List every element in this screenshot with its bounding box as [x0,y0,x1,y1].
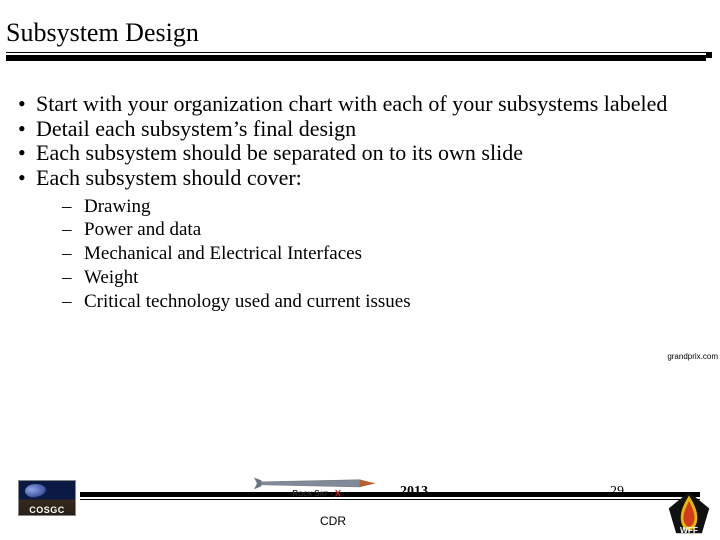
bullet-item: Start with your organization chart with … [10,92,710,117]
bullet-item: Each subsystem should be separated on to… [10,141,710,166]
footer-label: CDR [320,514,346,528]
dash-item: Drawing [62,195,710,219]
slide: Subsystem Design Start with your organiz… [0,0,720,540]
title-rule-cap [706,52,712,58]
cosgc-logo: COSGC [18,480,76,516]
rocksat-logo: R OCK S AT - X [248,476,398,498]
svg-text:R: R [292,489,298,498]
footer-rule-thin [80,499,700,500]
svg-text:-: - [330,489,333,498]
dash-item: Mechanical and Electrical Interfaces [62,242,710,266]
cosgc-label: COSGC [29,505,65,515]
title-rule [6,52,706,61]
wff-label: WFF [680,526,698,535]
page-number: 29 [610,484,624,500]
slide-body: Start with your organization chart with … [10,92,710,313]
dash-text: Weight [84,267,138,288]
dash-text: Critical technology used and current iss… [84,291,411,312]
title-rule-thick [6,55,706,61]
bullet-text: Start with your organization chart with … [36,91,667,116]
dash-item: Power and data [62,218,710,242]
dash-text: Drawing [84,196,150,217]
bullet-text: Each subsystem should be separated on to… [36,140,523,165]
svg-text:X: X [335,489,342,498]
dash-item: Weight [62,266,710,290]
slide-title: Subsystem Design [6,18,199,48]
bullet-text: Detail each subsystem’s final design [36,116,356,141]
bullet-item: Each subsystem should cover: [10,166,710,191]
bullet-item: Detail each subsystem’s final design [10,117,710,142]
bullet-text: Each subsystem should cover: [36,165,302,190]
wff-logo: WFF [666,490,712,536]
dash-text: Mechanical and Electrical Interfaces [84,243,362,264]
footer-year: 2013 [400,484,428,500]
title-rule-thin [6,52,706,53]
dash-item: Critical technology used and current iss… [62,290,710,314]
svg-text:OCK: OCK [298,491,313,498]
svg-text:AT: AT [319,491,327,498]
dash-text: Power and data [84,219,201,240]
bullet-list: Start with your organization chart with … [10,92,710,191]
dash-list: Drawing Power and data Mechanical and El… [10,195,710,314]
watermark-text: grandprix.com [667,352,718,361]
